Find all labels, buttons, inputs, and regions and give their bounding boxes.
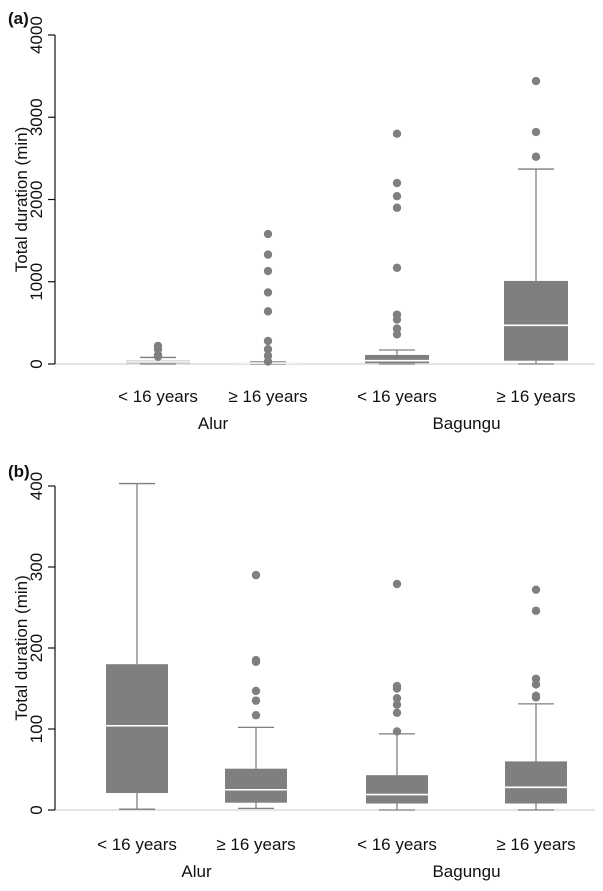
- outlier-point: [263, 344, 273, 354]
- iqr-box: [106, 664, 168, 793]
- group-label: Bagungu: [432, 414, 500, 433]
- iqr-box: [365, 354, 429, 364]
- category-label: ≥ 16 years: [496, 387, 575, 406]
- box-1: [106, 482, 168, 810]
- outlier-point: [392, 579, 402, 589]
- category-label: ≥ 16 years: [216, 835, 295, 854]
- box-2: [236, 229, 300, 366]
- y-tick-label: 100: [27, 715, 46, 743]
- outlier-point: [531, 127, 541, 137]
- iqr-box: [504, 280, 568, 361]
- group-label: Alur: [198, 414, 229, 433]
- y-axis-title: Total duration (min): [12, 575, 31, 721]
- outlier-point: [531, 76, 541, 86]
- outlier-point: [251, 570, 261, 580]
- outlier-point: [392, 330, 402, 339]
- outlier-point: [392, 178, 402, 188]
- outlier-point: [263, 288, 273, 297]
- outlier-point: [531, 585, 541, 594]
- outlier-point: [531, 606, 541, 615]
- box-4: [504, 76, 568, 365]
- panel-label: (b): [8, 462, 30, 481]
- iqr-box: [366, 775, 428, 804]
- category-label: < 16 years: [357, 835, 437, 854]
- category-label: ≥ 16 years: [228, 387, 307, 406]
- y-tick-label: 1000: [27, 263, 46, 301]
- outlier-point: [531, 152, 541, 161]
- y-tick-label: 4000: [27, 16, 46, 54]
- outlier-point: [392, 681, 402, 691]
- outlier-point: [392, 708, 402, 717]
- y-tick-label: 0: [27, 359, 46, 368]
- outlier-point: [263, 229, 273, 239]
- outlier-point: [263, 357, 273, 366]
- outlier-point: [392, 694, 402, 703]
- outlier-point: [251, 686, 261, 696]
- iqr-box: [225, 768, 287, 803]
- outlier-point: [153, 350, 163, 360]
- y-tick-label: 2000: [27, 181, 46, 219]
- outlier-point: [392, 727, 402, 736]
- y-tick-label: 200: [27, 634, 46, 662]
- box-1: [126, 341, 190, 365]
- outlier-point: [392, 324, 402, 333]
- box-2: [225, 570, 287, 810]
- box-3: [365, 129, 429, 365]
- outlier-point: [263, 336, 273, 346]
- outlier-point: [251, 696, 261, 705]
- y-tick-label: 300: [27, 553, 46, 581]
- category-label: < 16 years: [118, 387, 198, 406]
- category-label: < 16 years: [97, 835, 177, 854]
- box-3: [366, 579, 428, 811]
- outlier-point: [263, 351, 273, 360]
- iqr-box: [505, 761, 567, 804]
- y-tick-label: 0: [27, 805, 46, 814]
- y-axis-title: Total duration (min): [12, 127, 31, 273]
- box-4: [505, 585, 567, 811]
- outlier-point: [392, 263, 402, 272]
- group-label: Bagungu: [432, 862, 500, 881]
- outlier-point: [392, 700, 402, 709]
- group-label: Alur: [181, 862, 212, 881]
- outlier-point: [251, 655, 261, 665]
- outlier-point: [392, 192, 402, 201]
- y-tick-label: 3000: [27, 98, 46, 136]
- outlier-point: [392, 203, 402, 212]
- outlier-point: [153, 341, 163, 351]
- outlier-point: [251, 711, 261, 720]
- outlier-point: [392, 310, 402, 319]
- category-label: ≥ 16 years: [496, 835, 575, 854]
- panel-b: (b) 0 100 200 300 400 Total duration (min) < 16…: [8, 462, 595, 881]
- panel-label: (a): [8, 9, 29, 28]
- outlier-point: [263, 307, 273, 316]
- outlier-point: [531, 674, 541, 683]
- outlier-point: [263, 266, 273, 276]
- category-label: < 16 years: [357, 387, 437, 406]
- outlier-point: [263, 250, 273, 259]
- outlier-point: [392, 129, 402, 138]
- outlier-point: [531, 691, 541, 700]
- panel-a: (a) 0 1000 2000 3000 4000 Total duration (min)…: [8, 9, 595, 433]
- y-tick-label: 400: [27, 472, 46, 500]
